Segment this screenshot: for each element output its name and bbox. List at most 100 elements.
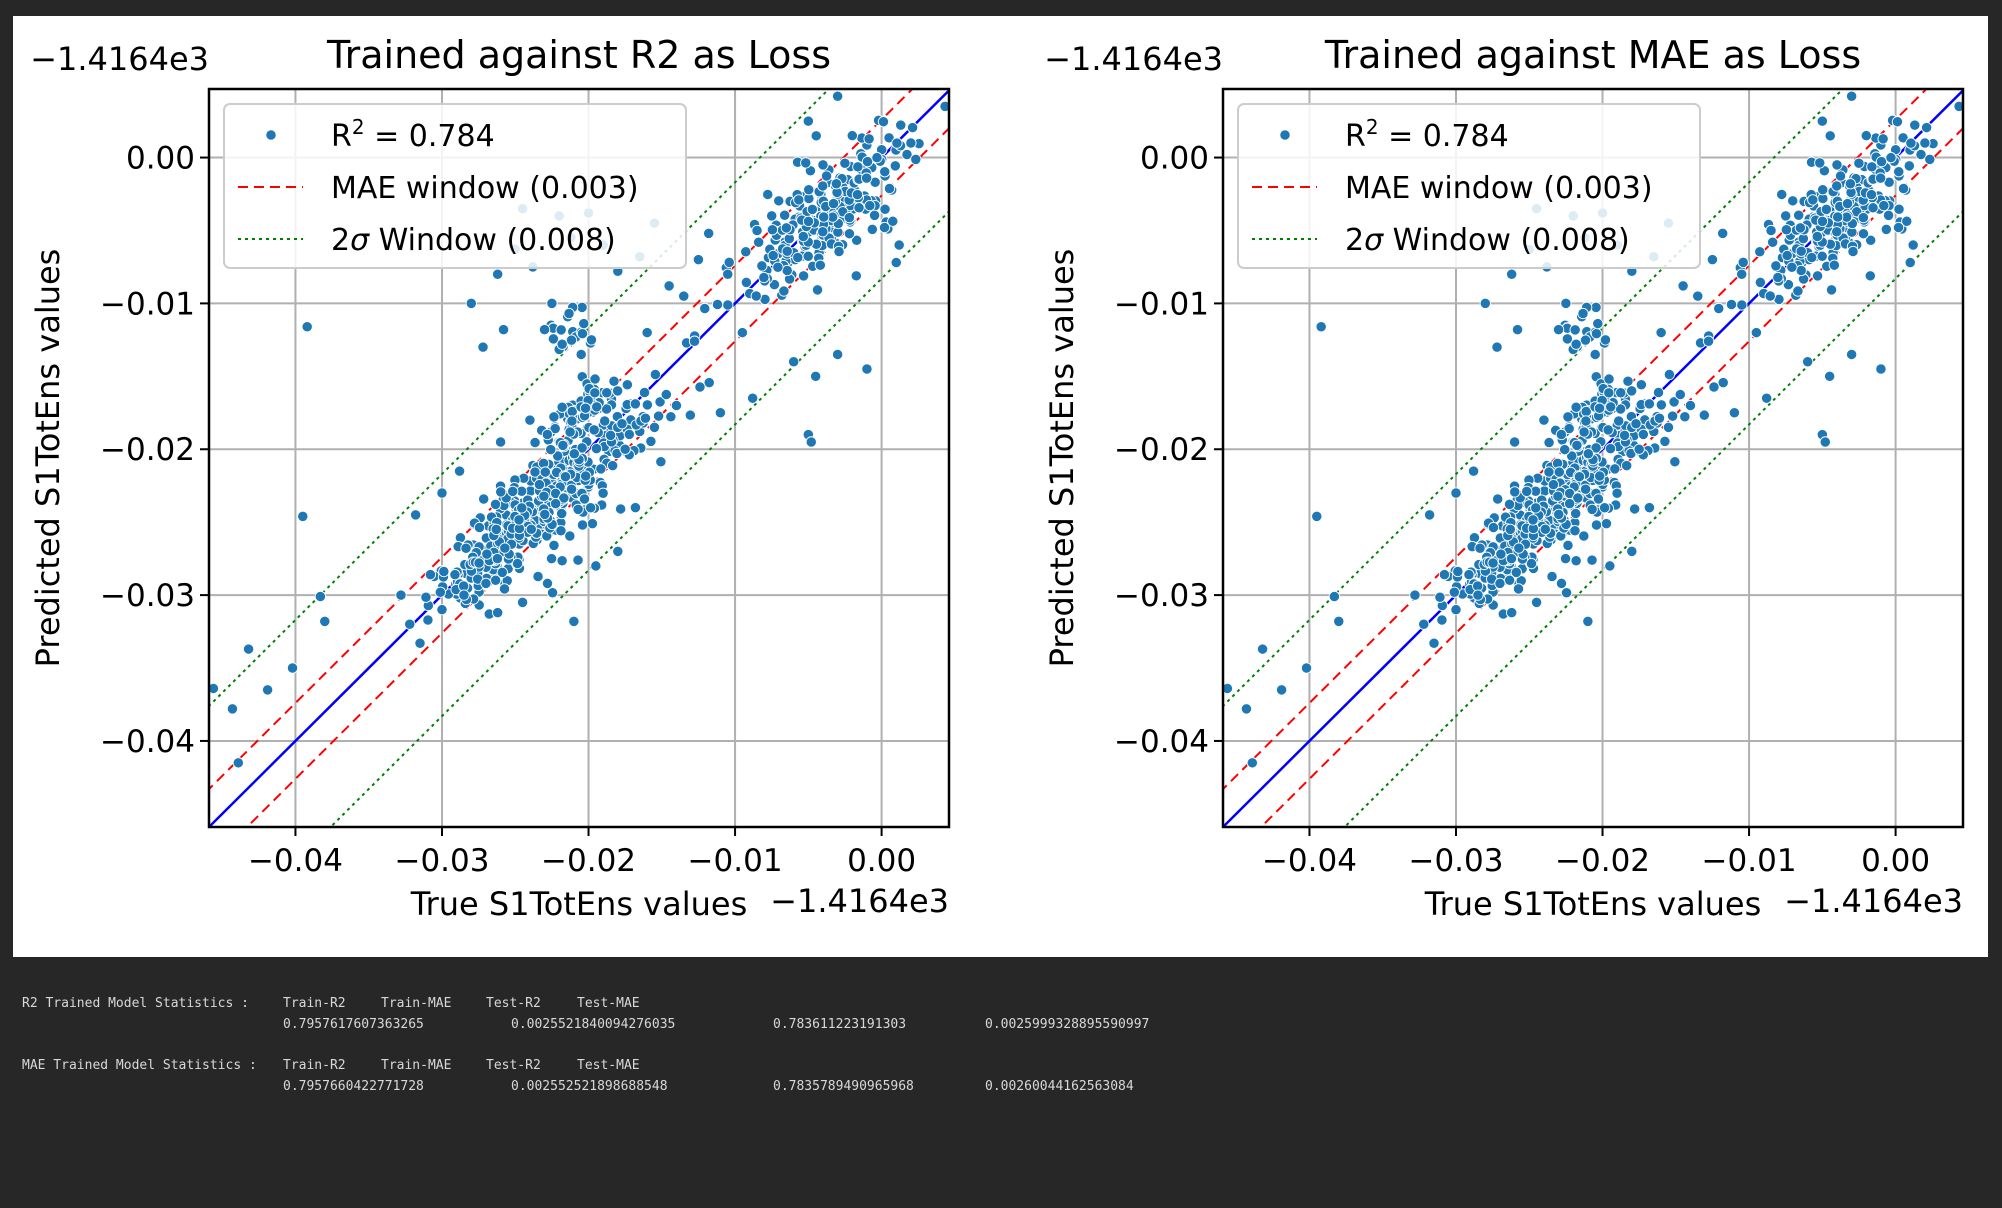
data-point (584, 502, 597, 514)
data-point (1905, 137, 1917, 149)
x-tick-label: −0.03 (394, 843, 489, 879)
data-point (1525, 557, 1538, 570)
data-point (1795, 264, 1807, 277)
data-point (1717, 227, 1729, 240)
data-point (895, 119, 907, 131)
data-point (590, 560, 602, 572)
data-point (641, 326, 653, 339)
data-point (1570, 555, 1582, 567)
data-point (541, 577, 554, 590)
data-point (1593, 402, 1606, 414)
x-offset-label: −1.4164e3 (770, 882, 949, 920)
data-point (1764, 290, 1776, 302)
data-point (1708, 381, 1720, 393)
data-point (861, 363, 873, 375)
data-point (1909, 119, 1921, 131)
axes-frame (207, 87, 951, 829)
data-point (1571, 439, 1583, 452)
data-point (1904, 256, 1916, 269)
data-point (1538, 414, 1550, 426)
x-tick-label: −0.02 (541, 843, 636, 879)
data-point (539, 508, 551, 521)
data-point (910, 153, 922, 166)
data-point (756, 260, 768, 272)
data-point (1579, 483, 1592, 495)
data-point (1509, 486, 1521, 498)
data-point (1897, 182, 1910, 195)
data-point (1893, 166, 1905, 178)
data-point (939, 100, 949, 113)
x-tick-label: −0.03 (1408, 843, 1503, 879)
data-point (494, 436, 507, 448)
data-point (1434, 591, 1446, 603)
r2-model-stats: R2 Trained Model Statistics : Train-R2 T… (22, 996, 1222, 1036)
data-point (1924, 153, 1936, 166)
data-point (1853, 157, 1865, 169)
data-point (1717, 376, 1729, 389)
data-point (556, 338, 568, 350)
data-point (579, 402, 592, 414)
r2-stats-value-test-r2: 0.783611223191303 (773, 1017, 907, 1032)
data-point (612, 545, 624, 557)
data-point (492, 606, 504, 619)
data-point (703, 376, 715, 389)
data-point (261, 684, 274, 696)
data-point (1831, 180, 1843, 192)
data-point (1713, 302, 1725, 315)
data-point (524, 414, 536, 426)
data-point (831, 90, 844, 102)
data-point (1418, 618, 1430, 630)
data-point (1589, 348, 1601, 361)
data-point (473, 557, 485, 569)
data-point (1750, 326, 1763, 339)
chart-title: Trained against MAE as Loss (1324, 33, 1861, 77)
r2-stats-header-train-r2: Train-R2 (283, 996, 346, 1011)
data-point (861, 155, 874, 168)
data-point (404, 618, 416, 630)
data-point (533, 478, 546, 491)
data-point (1580, 415, 1592, 427)
data-point (866, 223, 878, 235)
data-point (758, 271, 770, 284)
data-point (883, 132, 895, 144)
chart-title: Trained against R2 as Loss (326, 33, 831, 77)
data-point (438, 565, 450, 578)
data-point (1586, 503, 1598, 515)
y-offset-label: −1.4164e3 (30, 40, 209, 78)
mae-stats-value-train-mae: 0.002552521898688548 (511, 1079, 668, 1094)
mae-stats-label: MAE Trained Model Statistics : (22, 1058, 257, 1073)
data-point (1663, 368, 1676, 381)
data-point (1666, 410, 1679, 422)
data-point (1491, 341, 1503, 353)
data-point (797, 230, 809, 243)
data-point (576, 327, 589, 340)
data-point (1655, 399, 1668, 411)
data-point (860, 172, 873, 184)
y-tick-label: 0.00 (126, 141, 195, 177)
data-point (545, 443, 557, 456)
data-point (1781, 249, 1793, 262)
data-point (516, 596, 529, 609)
data-point (723, 256, 735, 269)
data-point (1605, 401, 1617, 413)
data-point (629, 501, 642, 514)
data-point (559, 471, 572, 483)
data-point (286, 662, 299, 674)
data-point (1824, 130, 1836, 142)
data-point (549, 422, 561, 435)
data-point (1553, 466, 1565, 478)
data-point (1897, 132, 1909, 144)
data-point (578, 317, 590, 330)
data-point (905, 137, 917, 149)
data-point (692, 253, 705, 266)
data-point (883, 182, 896, 195)
data-point (802, 115, 814, 127)
data-point (498, 583, 511, 595)
data-point (800, 157, 812, 169)
data-point (772, 261, 784, 273)
data-point (556, 555, 568, 567)
data-point (568, 448, 580, 460)
data-point (619, 443, 631, 455)
data-point (766, 224, 779, 236)
data-point (1802, 356, 1814, 368)
